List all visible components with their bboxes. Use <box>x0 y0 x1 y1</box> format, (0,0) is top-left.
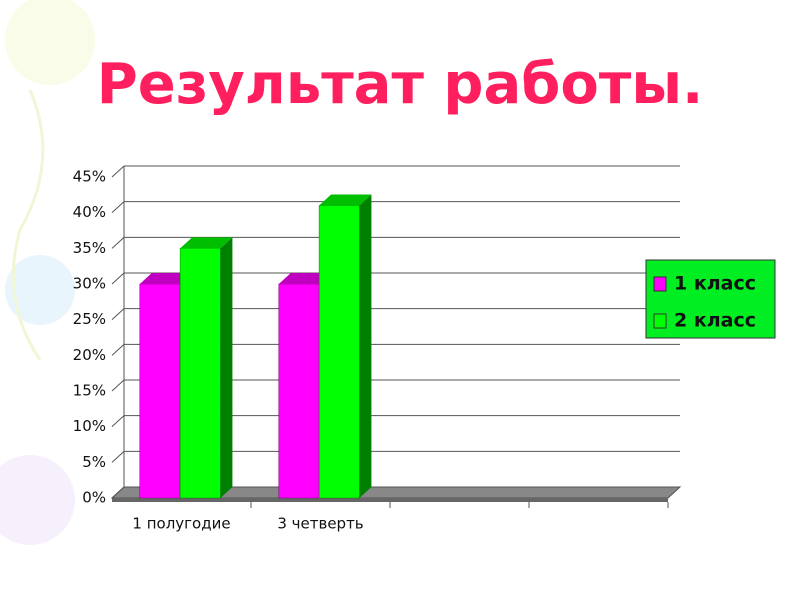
legend-label: 1 класс <box>674 273 756 295</box>
bar-top <box>278 273 332 284</box>
y-tick-label: 10% <box>73 417 106 435</box>
legend-label: 2 класс <box>674 310 756 332</box>
bar-top <box>139 273 193 284</box>
grid-line-wall <box>111 486 125 499</box>
y-tick-label: 25% <box>73 310 106 328</box>
bar-top <box>180 237 233 249</box>
chart-title: Результат работы. <box>97 52 704 117</box>
grid-line-wall <box>111 308 125 321</box>
y-tick-label: 35% <box>73 239 106 257</box>
y-tick-label: 15% <box>73 382 106 400</box>
y-tick-label: 5% <box>82 453 106 471</box>
legend-swatch <box>653 313 667 329</box>
grid-line-wall <box>111 272 125 285</box>
grid-line-wall <box>111 450 125 463</box>
x-tick-label: 1 полугодие <box>132 515 230 533</box>
bar-side <box>359 194 372 499</box>
y-tick-label: 40% <box>73 203 106 221</box>
bar-top <box>319 194 372 206</box>
y-tick-label: 45% <box>73 168 106 186</box>
grid-line-wall <box>111 343 125 356</box>
grid-line-wall <box>111 236 125 249</box>
floor-front <box>112 498 668 502</box>
bar-side <box>220 237 233 499</box>
y-tick-label: 30% <box>73 275 106 293</box>
decoration <box>0 0 95 545</box>
y-tick-label: 20% <box>73 346 106 364</box>
bar <box>278 283 320 499</box>
grid-line-wall <box>111 201 125 214</box>
bar <box>318 205 360 499</box>
grid-line-wall <box>111 165 125 178</box>
bar <box>179 248 221 499</box>
legend-swatch <box>653 276 667 292</box>
x-tick-label: 3 четверть <box>277 515 363 533</box>
grid-line-wall <box>111 379 125 392</box>
y-tick-label: 0% <box>82 489 106 507</box>
bar <box>139 283 181 499</box>
grid-line-wall <box>111 415 125 428</box>
legend-box <box>645 259 776 339</box>
